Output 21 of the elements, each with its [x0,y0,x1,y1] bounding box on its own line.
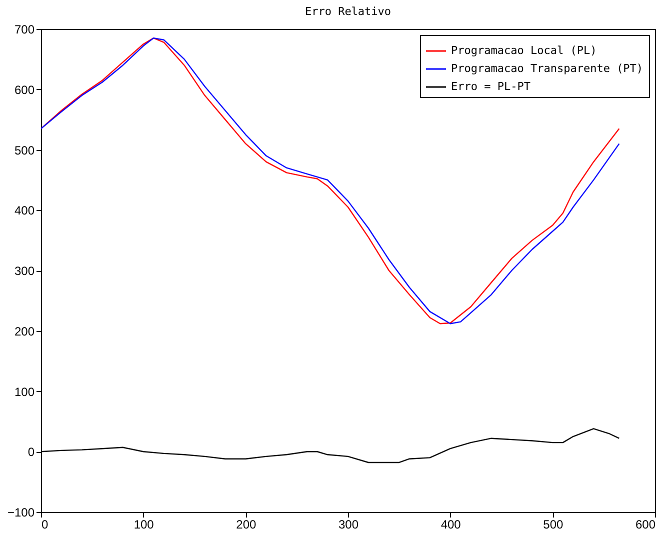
legend-label: Programacao Transparente (PT) [451,62,644,75]
y-tick-label: −100 [7,506,35,520]
chart-title: Erro Relativo [304,5,392,18]
x-tick-label: 600 [635,518,656,532]
y-tick-label: 0 [28,445,35,460]
legend-label: Erro = PL-PT [451,80,531,93]
x-tick-label: 200 [236,518,256,532]
x-tick-label: 300 [338,518,359,532]
y-tick-label: 200 [14,324,35,338]
x-tick-label: 500 [543,518,564,532]
y-tick-label: 500 [14,143,35,158]
y-tick-label: 400 [14,204,35,218]
x-tick-label: 0 [42,518,48,532]
x-tick-label: 400 [440,518,462,532]
legend-label: Programacao Local (PL) [451,44,597,57]
y-tick-label: 100 [14,384,35,399]
y-tick-label: 300 [14,264,35,278]
line-series [41,37,620,324]
y-tick-label: 700 [14,22,35,36]
x-tick-label: 100 [134,518,154,532]
y-tick-label: 600 [14,82,35,97]
